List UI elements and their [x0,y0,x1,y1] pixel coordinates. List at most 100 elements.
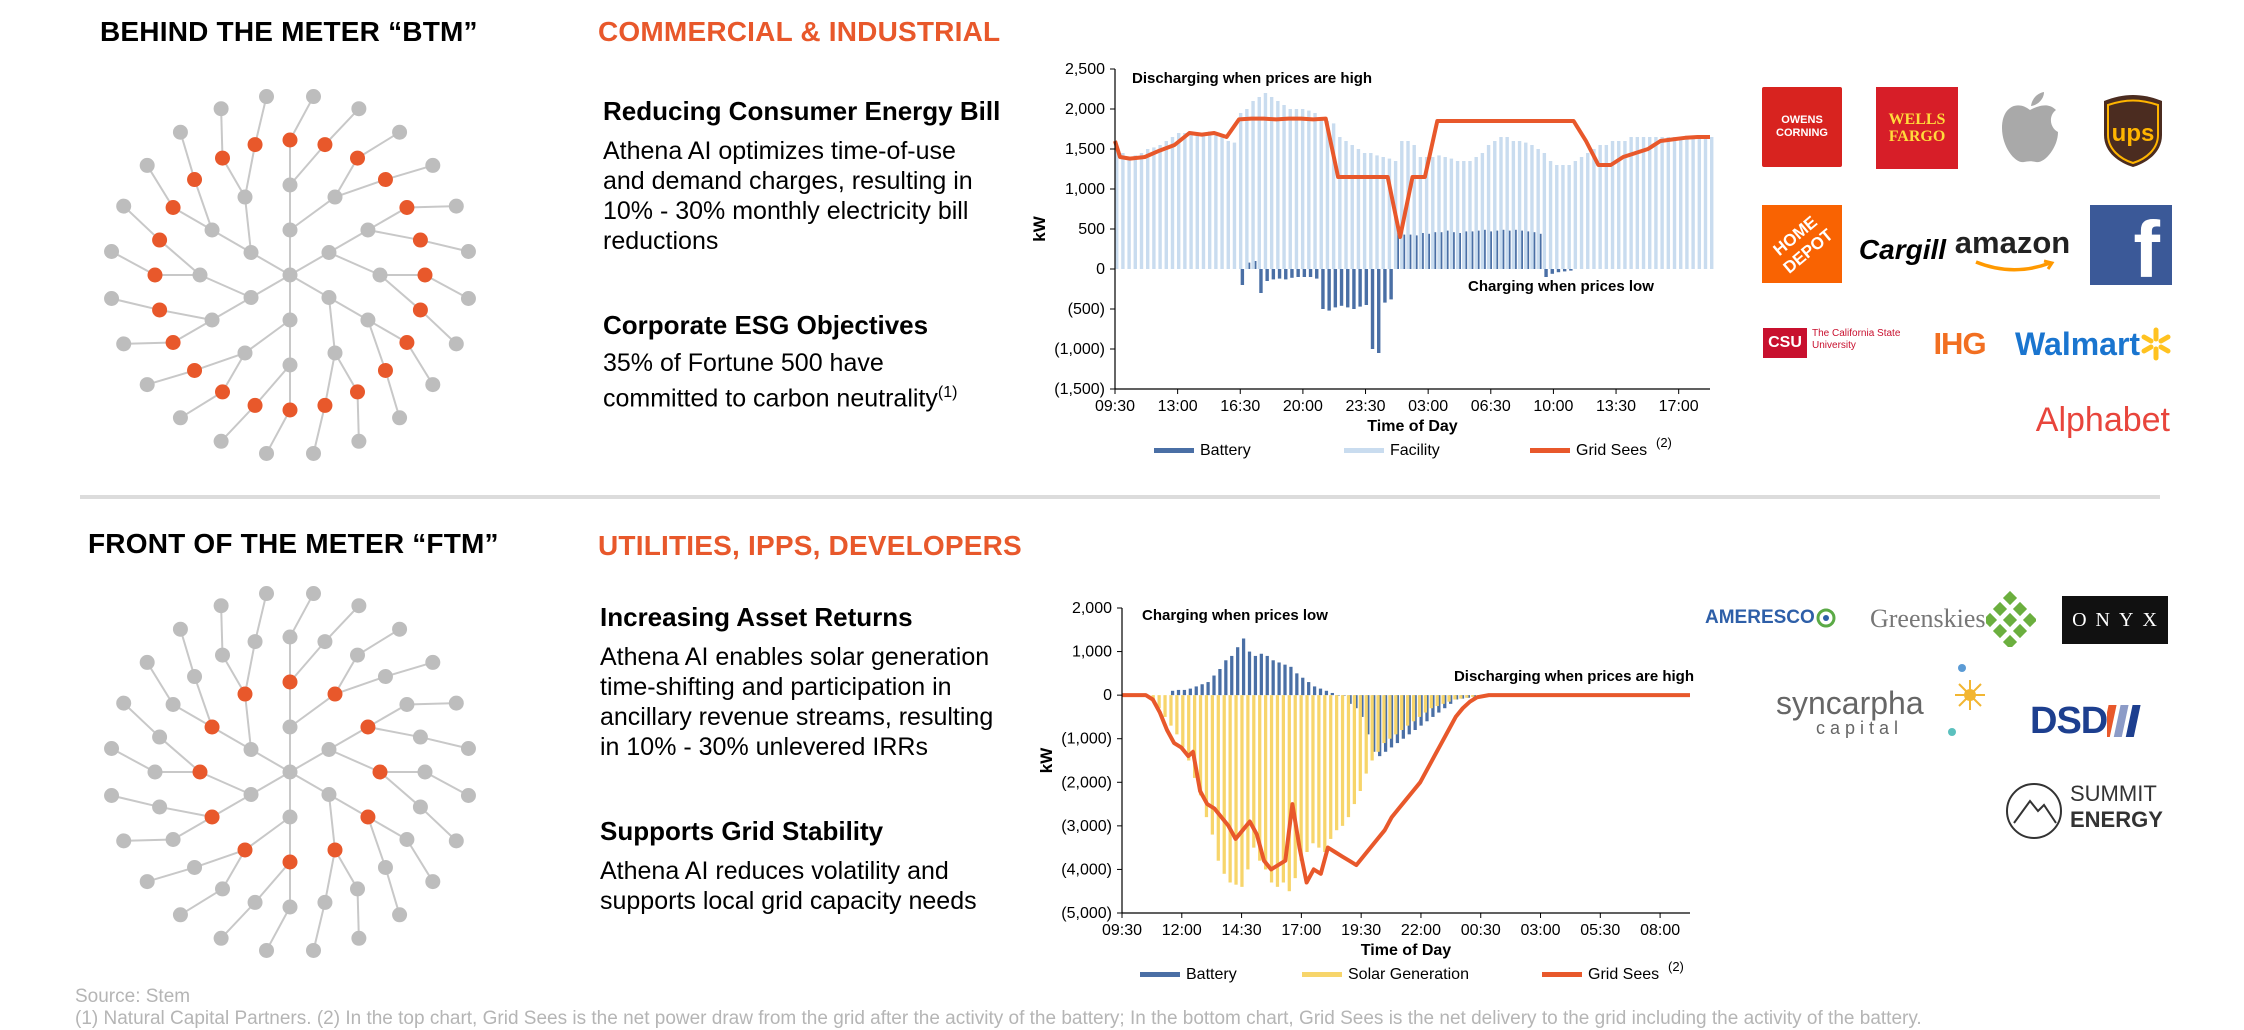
network-node [165,335,181,350]
bar-facility [1517,141,1522,269]
network-node [350,881,365,897]
apple-logo [1990,85,2070,170]
bar-facility [1207,131,1212,269]
syncarpha-star-icon [1948,664,1985,736]
network-node [104,290,120,306]
network-node [243,245,259,260]
bar-solar-generation [1329,695,1333,839]
network-node [412,729,428,745]
network-edge [328,251,381,276]
bar-battery [1194,686,1198,696]
grid-sees-line [1113,116,1710,239]
x-tick-label: 03:00 [1408,398,1448,415]
bar-battery [1240,269,1245,285]
bar-facility [1629,137,1633,269]
network-edge [384,370,401,419]
bar-solar-generation [1252,695,1256,848]
bar-battery [1330,692,1334,696]
apple-icon [2002,91,2058,162]
bar-solar-generation [1370,695,1374,761]
bar-solar-generation [1246,695,1250,870]
csu-logo-text: The California State University [1812,328,1901,351]
bar-battery [1301,677,1305,696]
bar-facility [1654,137,1658,269]
bar-solar-generation [1352,695,1357,805]
network-node [392,907,408,923]
bar-battery [1224,660,1228,696]
bar-facility [1455,161,1460,269]
bar-facility [1369,153,1373,269]
bar-facility [1282,105,1286,269]
bar-battery [1284,269,1288,280]
x-tick-label: 14:30 [1222,922,1262,939]
x-tick-label: 03:00 [1521,922,1561,939]
x-axis-label: Time of Day [1367,418,1458,435]
network-node [412,232,428,248]
network-edge [366,319,387,371]
ftm-feature-2-body: Athena AI reduces volatility and support… [600,857,977,915]
bar-facility [1449,158,1454,269]
ftm-segment-title: UTILITIES, IPPS, DEVELOPERS [598,530,1022,561]
y-tick-label: 1,000 [1065,181,1105,198]
bar-battery [1188,688,1192,696]
bar-facility [1635,137,1640,269]
bar-battery [1327,269,1331,311]
bar-battery [1413,695,1417,730]
network-node [425,377,441,393]
bar-battery [1307,682,1311,696]
network-node [327,842,343,858]
bar-battery [1259,653,1263,696]
network-node [247,894,263,910]
network-node [116,695,132,711]
network-edge [312,902,326,951]
network-node [282,402,298,418]
network-node [448,695,464,711]
network-node [377,362,393,378]
network-node [360,809,376,825]
bar-facility [1251,101,1255,269]
bar-facility [1381,157,1385,269]
bar-solar-generation [1340,695,1345,826]
bar-solar-generation [1175,695,1179,735]
network-edge [367,726,421,739]
bar-solar-generation [1423,695,1428,713]
network-edge [123,341,174,345]
network-node [327,686,343,702]
facebook-logo: f [2090,205,2172,285]
bar-battery [1296,269,1300,277]
bar-solar-generation [1240,695,1244,887]
x-tick-label: 16:30 [1220,398,1260,415]
bar-battery [1308,269,1313,277]
network-node [187,172,203,188]
network-node [139,377,155,393]
chart-annotation: Discharging when prices are high [1454,668,1694,685]
bar-facility [1598,145,1602,269]
bar-solar-generation [1193,695,1197,778]
network-node [412,799,428,815]
bar-solar-generation [1287,695,1291,892]
network-node [104,787,120,803]
bar-solar-generation [1358,695,1362,791]
network-edge [111,747,156,773]
summit-energy-logo: SUMMIT ENERGY [2004,777,2174,845]
x-tick-label: 10:00 [1533,398,1573,415]
bar-facility [1344,141,1348,269]
bar-solar-generation [1435,695,1439,707]
network-node [305,89,321,105]
network-node [187,362,203,378]
x-tick-label: 05:30 [1580,922,1620,939]
bar-solar-generation [1210,695,1215,835]
network-edge [327,297,336,354]
btm-segment-title: COMMERCIAL & INDUSTRIAL [598,16,1001,47]
chart-annotation: Charging when prices low [1142,607,1328,624]
bar-facility [1592,149,1596,269]
bar-facility [1561,165,1565,269]
bar-solar-generation [1388,695,1392,739]
network-node [399,200,415,215]
alphabet-logo: Alphabet [2035,400,2170,439]
legend-swatch [1344,448,1384,453]
bar-facility [1356,149,1361,269]
legend-swatch [1140,972,1180,977]
bar-facility [1164,141,1168,269]
network-node [152,232,168,248]
